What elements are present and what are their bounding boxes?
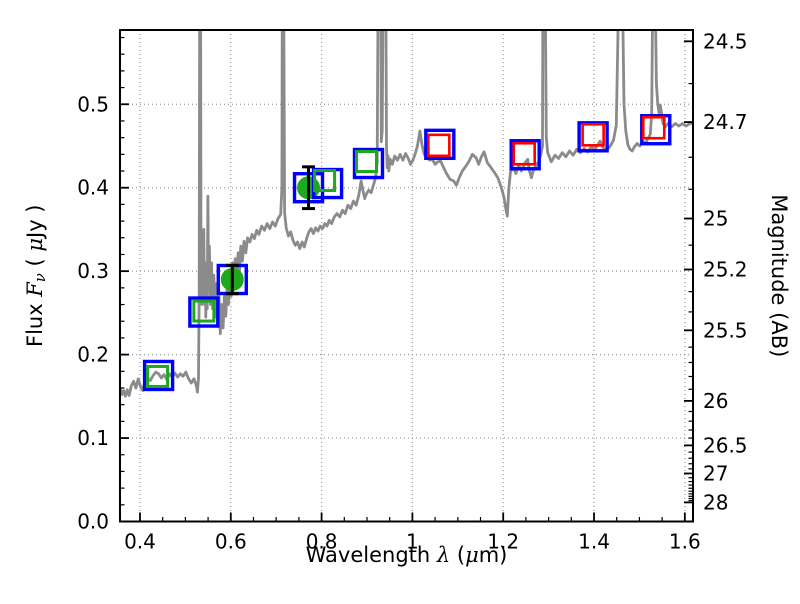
marker-red-square [512,141,536,166]
flux-tick-label: 0.2 [77,343,109,367]
mag-axis-label: Magnitude (AB) [767,194,791,357]
x-tick-label: 1.4 [578,530,610,554]
marker-blue-square [352,147,385,180]
x-axis-label: Wavelength λ (μm) [306,543,508,567]
tick-labels: 0.4 0.6 0.8 1 1.2 1.4 1.6 0.0 0.1 0.2 0.3 0.4 0.5 24.… [77,29,747,553]
marker-blue-square [509,139,541,171]
marker-red-square [581,123,605,147]
marker-red-square [427,133,451,158]
flux-tick-label: 0.4 [77,176,109,200]
error-bar [302,165,316,211]
x-tick-label: 0.4 [124,530,156,554]
marker-green-square [192,299,216,323]
x-tick-label: 0.6 [215,530,247,554]
marker-green-square [146,364,170,388]
x-tick-label: 1.2 [487,530,519,554]
ticks [120,36,693,523]
marker-red-square [641,115,666,140]
marker-green-square [354,150,378,174]
flux-tick-label: 0.1 [77,426,109,450]
x-tick-label: 0.8 [306,530,338,554]
flux-tick-label: 0.0 [77,510,109,534]
mag-tick-label: 25.5 [703,318,748,342]
marker-green-square [313,169,337,193]
x-tick-label: 1 [406,530,419,554]
mag-tick-label: 24.5 [703,29,748,53]
flux-tick-label: 0.3 [77,259,109,283]
mag-tick-label: 24.7 [703,110,748,134]
mag-tick-label: 26 [703,389,728,413]
marker-blue-square [640,114,672,146]
mag-tick-label: 26.5 [703,433,748,457]
flux-axis-label: Flux Fν ( μJy ) [23,204,49,347]
error-bar [225,263,239,296]
marker-blue-square [188,296,220,328]
x-tick-label: 1.6 [669,530,701,554]
plot-border [119,29,694,523]
marker-blue-square [142,359,175,392]
marker-blue-square [424,128,456,161]
mag-tick-label: 28 [703,490,728,514]
marker-blue-square [577,121,609,153]
flux-tick-label: 0.5 [77,92,109,116]
mag-tick-label: 27 [703,461,728,485]
photometry-markers [142,114,672,392]
mag-tick-label: 25.2 [703,257,748,281]
mag-tick-label: 25 [703,207,728,231]
